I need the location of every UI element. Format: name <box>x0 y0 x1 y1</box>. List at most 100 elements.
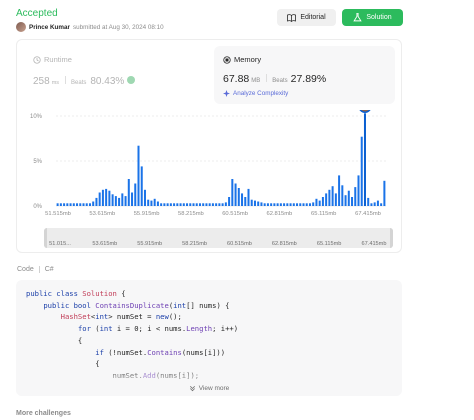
chart-bar[interactable] <box>289 203 292 206</box>
chart-bar[interactable] <box>205 203 208 206</box>
chart-bar[interactable] <box>192 203 195 206</box>
chart-bar[interactable] <box>169 203 172 206</box>
user-avatar-marker[interactable] <box>359 110 371 113</box>
chart-bar[interactable] <box>299 203 302 206</box>
chart-bar[interactable] <box>160 203 163 206</box>
chart-bar[interactable] <box>88 203 91 206</box>
chart-bar[interactable] <box>59 203 62 206</box>
chart-bar[interactable] <box>318 200 321 206</box>
chart-bar[interactable] <box>111 194 114 206</box>
chart-bar[interactable] <box>260 202 263 206</box>
chart-bar[interactable] <box>228 197 231 206</box>
chart-bar[interactable] <box>224 202 227 206</box>
scroller-handle-left[interactable] <box>44 228 47 248</box>
chart-range-scroller[interactable]: 51.015... 53.615mb 55.915mb 58.215mb 60.515m… <box>44 228 393 248</box>
chart-bar[interactable] <box>380 203 383 206</box>
chart-bar[interactable] <box>279 203 282 206</box>
scroller-handle-right[interactable] <box>390 228 393 248</box>
chart-bar[interactable] <box>186 203 189 206</box>
chart-bar[interactable] <box>211 203 214 206</box>
chart-bar[interactable] <box>257 201 260 207</box>
chart-bar[interactable] <box>198 203 201 206</box>
chart-bar[interactable] <box>56 203 59 206</box>
chart-bar-current[interactable] <box>363 113 366 206</box>
chart-bar[interactable] <box>263 203 266 206</box>
view-more-button[interactable]: View more <box>16 385 402 392</box>
chart-bar[interactable] <box>208 203 211 206</box>
chart-bar[interactable] <box>92 201 95 207</box>
chart-bar[interactable] <box>321 197 324 206</box>
chart-bar[interactable] <box>331 186 334 206</box>
chart-bar[interactable] <box>286 203 289 206</box>
chart-bar[interactable] <box>137 145 140 206</box>
chart-bar[interactable] <box>131 192 134 207</box>
chart-bar[interactable] <box>302 203 305 206</box>
chart-bar[interactable] <box>266 203 269 206</box>
chart-bar[interactable] <box>328 189 331 206</box>
chart-bar[interactable] <box>218 203 221 206</box>
chart-bar[interactable] <box>247 188 250 206</box>
chart-bar[interactable] <box>221 203 224 206</box>
chart-bar[interactable] <box>370 203 373 206</box>
chart-bar[interactable] <box>118 197 121 206</box>
chart-bar[interactable] <box>63 203 66 206</box>
chart-bar[interactable] <box>231 179 234 206</box>
avatar[interactable] <box>16 22 26 32</box>
chart-bar[interactable] <box>237 188 240 206</box>
chart-bar[interactable] <box>360 136 363 206</box>
chart-bar[interactable] <box>147 199 150 206</box>
chart-bar[interactable] <box>82 203 85 206</box>
chart-bar[interactable] <box>101 189 104 206</box>
memory-distribution-chart[interactable]: 10% 5% 0%51.515mb 53.615mb 55.915mb 58.215mb 6… <box>18 110 390 220</box>
chart-bar[interactable] <box>153 198 156 206</box>
chart-bar[interactable] <box>127 179 130 206</box>
chart-bar[interactable] <box>66 203 69 206</box>
chart-bar[interactable] <box>179 203 182 206</box>
chart-bar[interactable] <box>140 166 143 206</box>
chart-bar[interactable] <box>176 203 179 206</box>
chart-bar[interactable] <box>292 203 295 206</box>
chart-bar[interactable] <box>270 203 273 206</box>
chart-bar[interactable] <box>373 202 376 206</box>
chart-bar[interactable] <box>156 201 159 207</box>
chart-bar[interactable] <box>354 187 357 206</box>
chart-bar[interactable] <box>383 180 386 206</box>
chart-bar[interactable] <box>344 195 347 206</box>
chart-bar[interactable] <box>215 203 218 206</box>
chart-bar[interactable] <box>334 193 337 206</box>
chart-bar[interactable] <box>95 197 98 206</box>
chart-bar[interactable] <box>325 193 328 206</box>
chart-bar[interactable] <box>305 203 308 206</box>
chart-bar[interactable] <box>253 200 256 206</box>
chart-bar[interactable] <box>315 198 318 206</box>
editorial-button[interactable]: Editorial <box>277 9 336 26</box>
chart-bar[interactable] <box>347 190 350 206</box>
chart-bar[interactable] <box>202 203 205 206</box>
memory-card[interactable]: Memory 67.88 MB Beats 27.89% Analyze Com… <box>214 46 395 104</box>
chart-bar[interactable] <box>244 197 247 206</box>
chart-bar[interactable] <box>69 203 72 206</box>
chart-bar[interactable] <box>72 203 75 206</box>
chart-bar[interactable] <box>283 203 286 206</box>
chart-bar[interactable] <box>195 203 198 206</box>
chart-bar[interactable] <box>124 196 127 206</box>
chart-bar[interactable] <box>234 183 237 207</box>
chart-bar[interactable] <box>308 203 311 206</box>
chart-bar[interactable] <box>312 202 315 206</box>
chart-bar[interactable] <box>163 203 166 206</box>
chart-bar[interactable] <box>376 200 379 206</box>
analyze-complexity-link[interactable]: Analyze Complexity <box>223 90 288 97</box>
chart-bar[interactable] <box>108 190 111 206</box>
chart-bar[interactable] <box>114 196 117 206</box>
chart-bar[interactable] <box>341 185 344 206</box>
chart-bar[interactable] <box>357 175 360 206</box>
chart-bar[interactable] <box>296 203 299 206</box>
chart-bar[interactable] <box>351 197 354 206</box>
chart-bar[interactable] <box>121 193 124 206</box>
solution-button[interactable]: Solution <box>342 9 403 26</box>
chart-bar[interactable] <box>98 192 101 207</box>
chart-bar[interactable] <box>367 197 370 206</box>
chart-bar[interactable] <box>143 189 146 206</box>
chart-bar[interactable] <box>85 203 88 206</box>
chart-bar[interactable] <box>166 203 169 206</box>
